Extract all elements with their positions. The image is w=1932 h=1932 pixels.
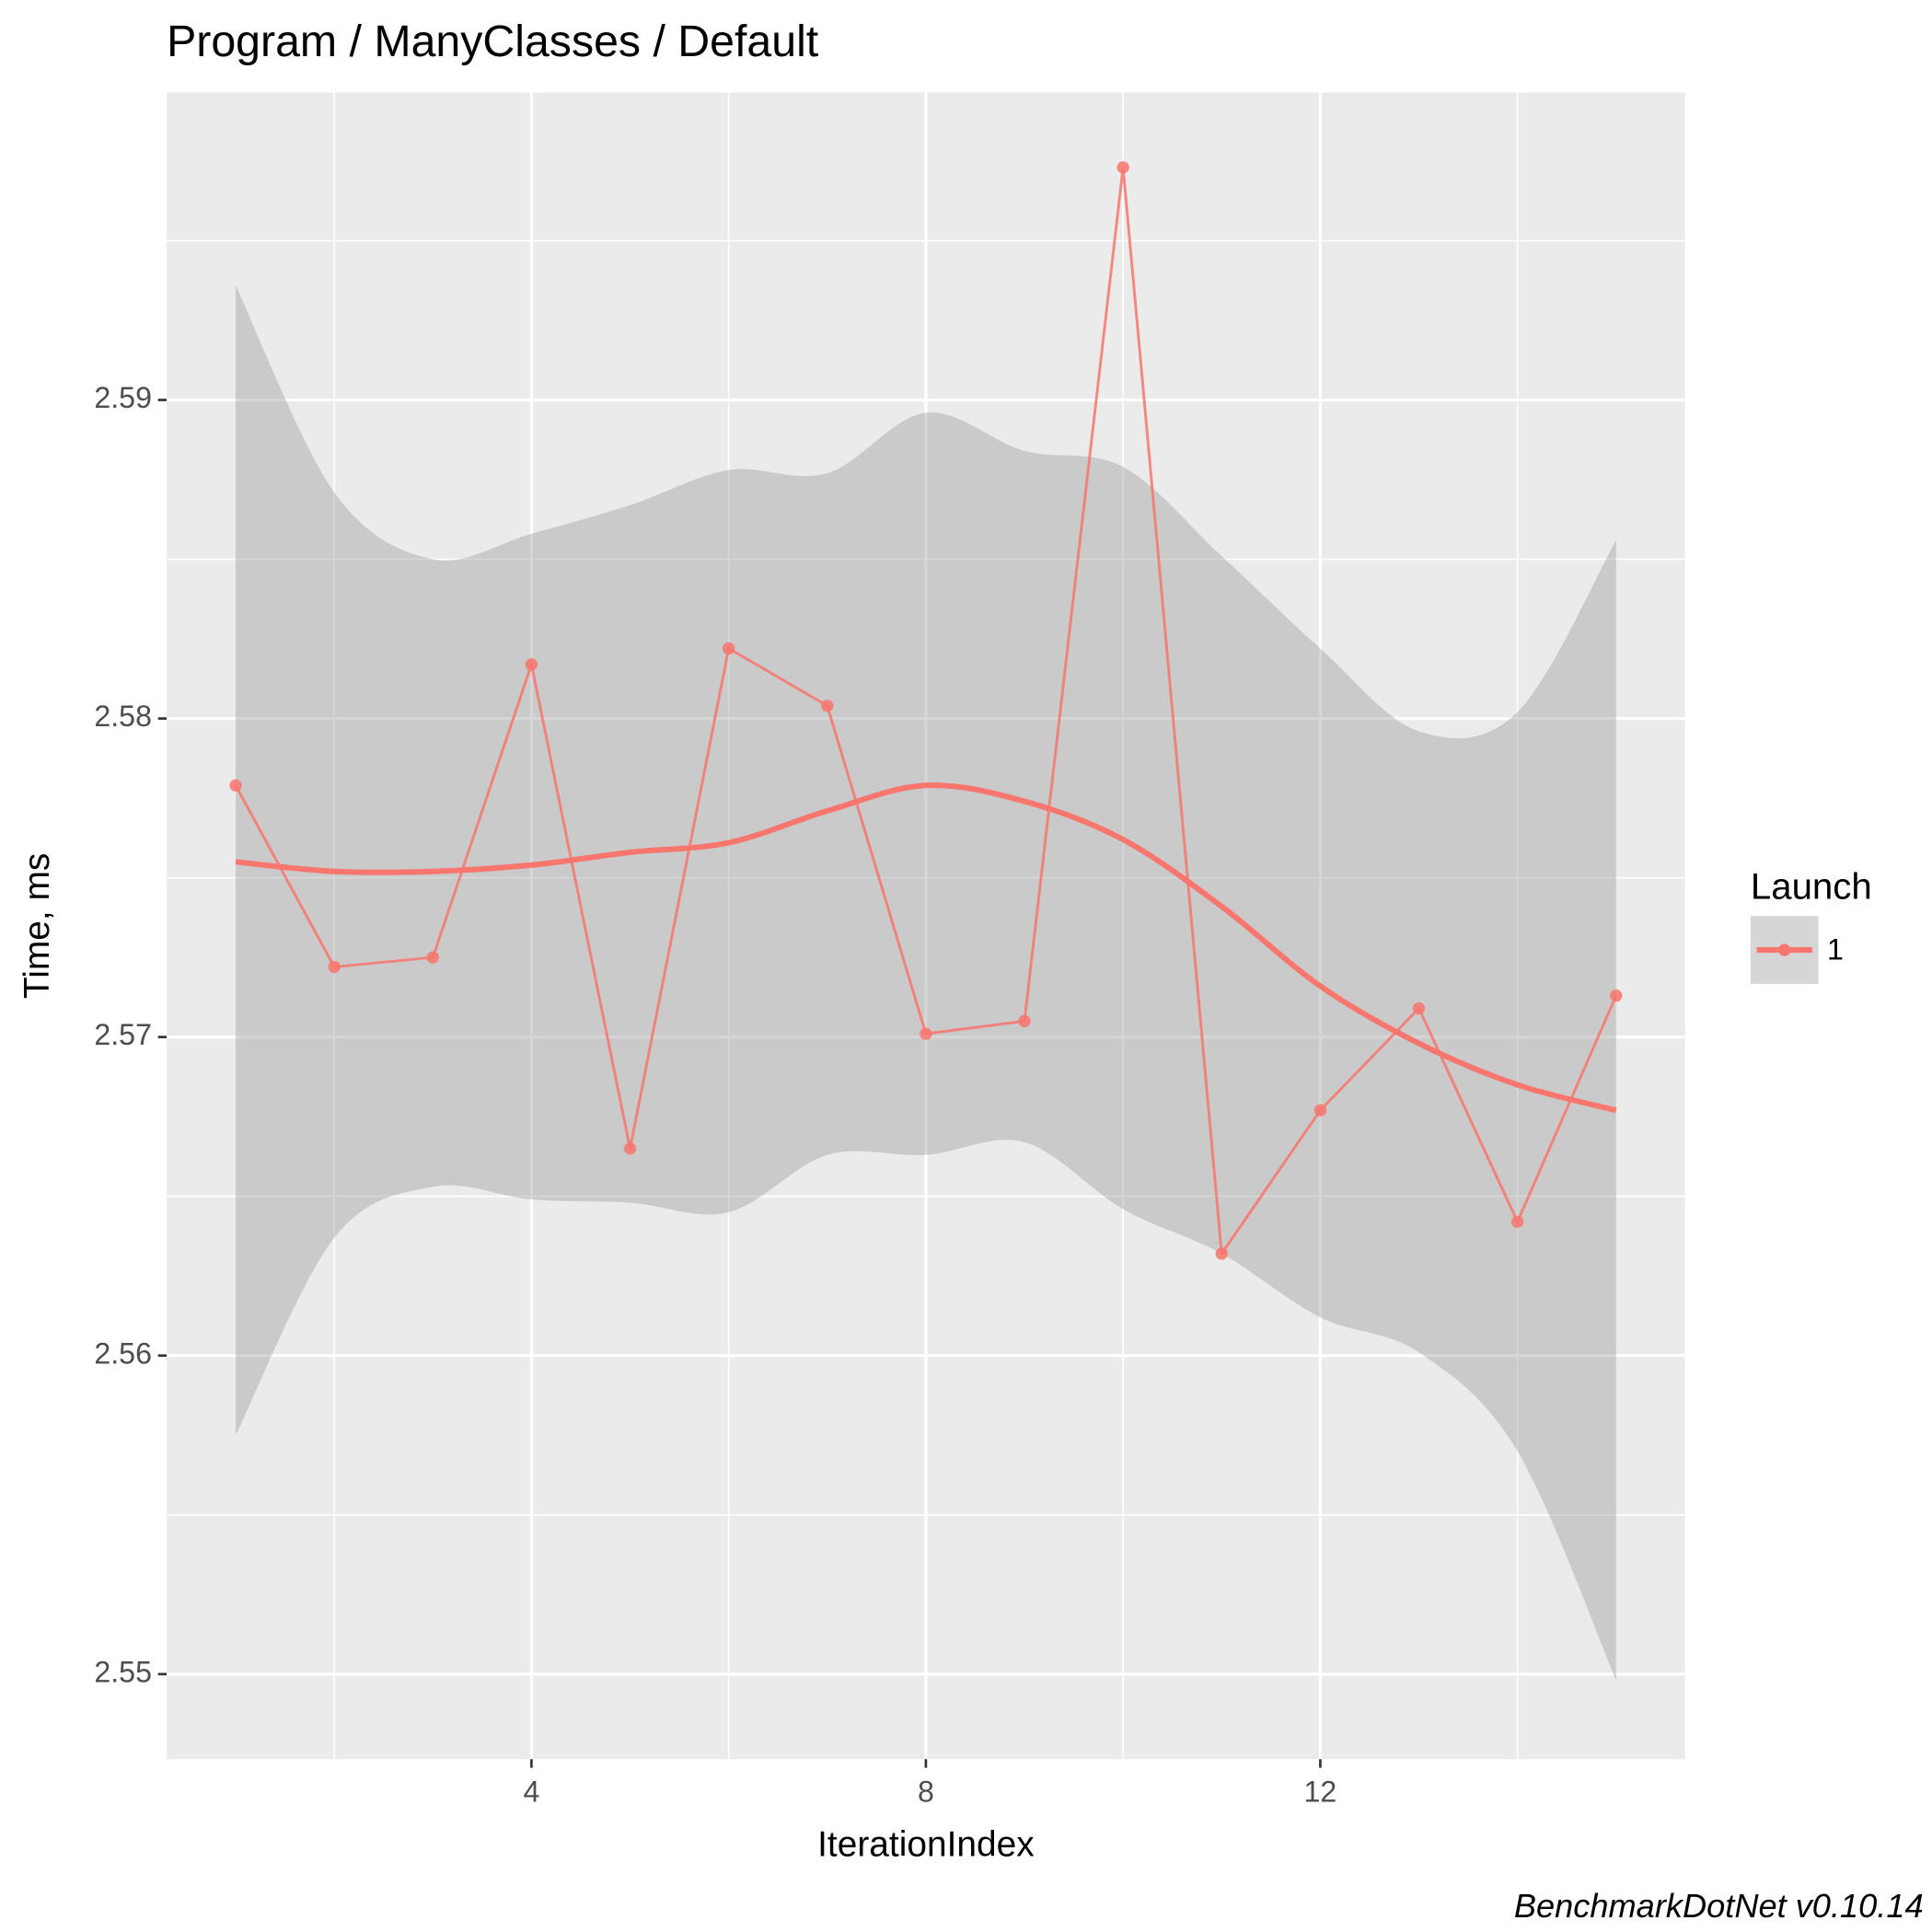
y-axis-label: Time, ms [17,853,57,999]
data-point [525,658,538,671]
y-tick-label: 2.59 [94,381,152,414]
data-point [1313,1104,1327,1116]
data-point [1215,1247,1228,1260]
data-point [229,779,242,792]
y-tick-label: 2.56 [94,1336,152,1370]
smooth-line [235,782,1617,1114]
data-point [328,960,341,974]
x-tick-label: 8 [918,1775,934,1808]
chart-title: Program / ManyClasses / Default [167,17,819,66]
x-tick-label: 4 [523,1775,539,1808]
x-axis-label: IterationIndex [817,1825,1035,1865]
y-tick-label: 2.58 [94,700,152,733]
data-point [1018,1014,1031,1028]
y-tick-label: 2.57 [94,1018,152,1051]
data-point [821,700,834,712]
y-tick-label: 2.55 [94,1655,152,1688]
data-point [623,1142,637,1155]
legend-label: 1 [1827,933,1844,966]
data-point [920,1027,932,1040]
data-point [1116,161,1129,174]
legend-title: Launch [1751,865,1872,907]
x-tick-label: 12 [1304,1775,1337,1808]
legend-point [1778,943,1791,956]
data-point [1510,1215,1524,1229]
data-point [1610,989,1623,1002]
confidence-ribbon [236,284,1616,1681]
caption: BenchmarkDotNet v0.10.14 [1514,1887,1924,1925]
data-point [1412,1001,1426,1015]
data-point [722,642,735,655]
data-point [426,951,440,964]
